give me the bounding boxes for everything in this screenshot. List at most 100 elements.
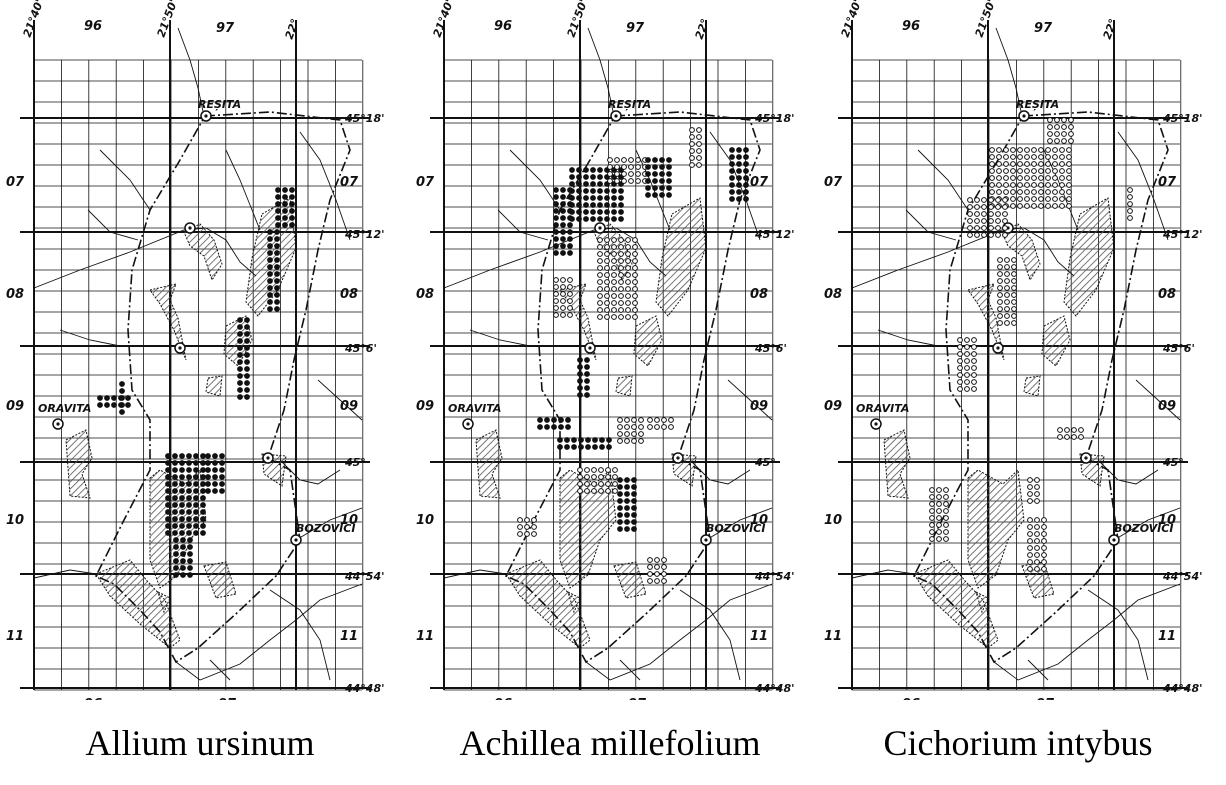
river [59, 329, 121, 347]
occurrence-dot-open [696, 134, 702, 140]
occurrence-dot-open [567, 298, 573, 304]
occurrence-dot-filled [553, 187, 559, 193]
occurrence-dot-open [1045, 168, 1051, 174]
occurrence-dot-filled [180, 551, 186, 557]
grid-row-number: 11 [750, 629, 768, 644]
distribution-map: 21°40' 21°50' 22° 96 97 96 97 07 07 08 08 09 09 10 10 1… [416, 0, 794, 700]
occurrence-dot-filled [219, 460, 225, 466]
occurrence-dot-filled [244, 380, 250, 386]
occurrence-dot-open [614, 157, 620, 163]
river [1087, 589, 1149, 681]
occurrence-dot-open [964, 372, 970, 378]
occurrence-dot-open [1027, 491, 1033, 497]
grid-row-number: 10 [750, 513, 768, 528]
occurrence-dot-open [1031, 161, 1037, 167]
occurrence-dot-open [647, 417, 653, 423]
occurrence-dot-filled [597, 167, 603, 173]
occurrence-dot-filled [186, 502, 192, 508]
distribution-map: 21°40' 21°50' 22° 96 97 96 97 07 07 08 08 09 09 10 10 1… [824, 0, 1202, 700]
occurrence-dot-filled [645, 192, 651, 198]
occurrence-dot-open [661, 424, 667, 430]
occurrence-dot-open [632, 265, 638, 271]
lon-label: 21°40' [839, 0, 865, 39]
occurrence-dot-filled [652, 171, 658, 177]
occurrence-dot-open [1031, 147, 1037, 153]
town-marker-center [178, 346, 182, 350]
occurrence-dot-filled [187, 551, 193, 557]
occurrence-dot-filled [275, 215, 281, 221]
occurrence-dot-open [607, 178, 613, 184]
occurrence-dot-open [988, 232, 994, 238]
occurrence-dot-filled [267, 257, 273, 263]
occurrence-dot-open [1052, 161, 1058, 167]
relief-area [149, 283, 187, 361]
occurrence-dot-open [597, 293, 603, 299]
occurrence-dot-open [1010, 196, 1016, 202]
occurrence-dot-open [1071, 427, 1077, 433]
occurrence-dot-open [1066, 154, 1072, 160]
occurrence-dot-open [936, 501, 942, 507]
occurrence-dot-open [531, 531, 537, 537]
occurrence-dot-open [1024, 203, 1030, 209]
occurrence-dot-open [1027, 524, 1033, 530]
occurrence-dot-open [628, 157, 634, 163]
occurrence-dot-filled [571, 444, 577, 450]
occurrence-dot-open [1068, 117, 1074, 123]
town-marker-center [996, 346, 1000, 350]
occurrence-dot-filled [645, 178, 651, 184]
occurrence-dot-open [597, 279, 603, 285]
occurrence-dot-filled [205, 488, 211, 494]
occurrence-dot-filled [560, 250, 566, 256]
occurrence-dot-filled [244, 373, 250, 379]
occurrence-dot-open [929, 487, 935, 493]
occurrence-dot-open [996, 154, 1002, 160]
occurrence-dot-open [1003, 189, 1009, 195]
occurrence-dot-open [1034, 517, 1040, 523]
occurrence-dot-filled [618, 195, 624, 201]
occurrence-dot-filled [179, 516, 185, 522]
occurrence-dot-open [617, 424, 623, 430]
river [177, 27, 205, 117]
occurrence-dot-filled [212, 460, 218, 466]
occurrence-dot-filled [645, 171, 651, 177]
occurrence-dot-open [598, 481, 604, 487]
occurrence-dot-filled [186, 467, 192, 473]
occurrence-dot-filled [584, 357, 590, 363]
occurrence-dot-filled [729, 161, 735, 167]
occurrence-dot-open [1066, 203, 1072, 209]
occurrence-dot-open [628, 171, 634, 177]
grid-row-number: 10 [6, 513, 24, 528]
occurrence-dot-open [624, 438, 630, 444]
occurrence-dot-filled [186, 530, 192, 536]
occurrence-dot-open [632, 244, 638, 250]
occurrence-dot-filled [659, 164, 665, 170]
occurrence-dot-filled [274, 243, 280, 249]
occurrence-dot-filled [560, 243, 566, 249]
occurrence-dot-filled [200, 488, 206, 494]
relief-area [1023, 375, 1041, 397]
occurrence-dot-filled [172, 481, 178, 487]
relief-area [65, 429, 93, 499]
occurrence-dot-open [689, 162, 695, 168]
occurrence-dot-open [577, 488, 583, 494]
grid-row-number: 08 [340, 287, 358, 302]
occurrence-dot-open [1011, 292, 1017, 298]
occurrence-dot-open [989, 189, 995, 195]
occurrence-dot-filled [569, 195, 575, 201]
occurrence-dot-open [1034, 538, 1040, 544]
occurrence-dot-open [618, 314, 624, 320]
occurrence-dot-filled [212, 467, 218, 473]
occurrence-dot-filled [282, 201, 288, 207]
occurrence-dot-filled [537, 417, 543, 423]
occurrence-dot-open [989, 161, 995, 167]
relief-area [1041, 315, 1071, 367]
occurrence-dot-filled [274, 257, 280, 263]
town-marker-center [1084, 456, 1088, 460]
occurrence-dot-open [1024, 182, 1030, 188]
occurrence-dot-open [1010, 168, 1016, 174]
relief-area [615, 375, 633, 397]
occurrence-dot-open [625, 265, 631, 271]
occurrence-dot-filled [659, 185, 665, 191]
occurrence-dot-open [1059, 175, 1065, 181]
occurrence-dot-open [996, 168, 1002, 174]
